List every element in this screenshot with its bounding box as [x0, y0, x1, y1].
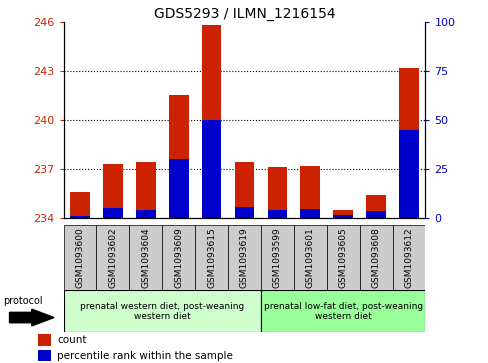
Text: count: count	[58, 335, 87, 345]
Bar	[398, 68, 418, 218]
Bar	[333, 215, 352, 218]
Bar	[234, 162, 254, 218]
Bar	[202, 25, 221, 218]
Bar	[168, 95, 188, 218]
Bar	[366, 195, 385, 218]
Text: GSM1093600: GSM1093600	[75, 227, 84, 288]
Bar	[234, 207, 254, 218]
Bar	[227, 225, 261, 290]
Bar	[202, 120, 221, 218]
Bar	[168, 159, 188, 218]
Bar	[359, 225, 392, 290]
Text: GSM1093615: GSM1093615	[207, 227, 216, 288]
Bar	[326, 225, 359, 290]
Text: GSM1093609: GSM1093609	[174, 227, 183, 288]
Bar	[261, 225, 293, 290]
Bar	[96, 225, 129, 290]
Bar	[398, 130, 418, 218]
FancyArrow shape	[10, 309, 54, 326]
Bar	[136, 162, 155, 218]
Text: GSM1093605: GSM1093605	[338, 227, 347, 288]
Bar	[129, 225, 162, 290]
Bar	[267, 167, 286, 218]
Text: GSM1093608: GSM1093608	[371, 227, 380, 288]
Text: GSM1093601: GSM1093601	[305, 227, 314, 288]
Bar	[103, 164, 122, 218]
Bar	[195, 225, 227, 290]
Bar	[70, 192, 90, 218]
Title: GDS5293 / ILMN_1216154: GDS5293 / ILMN_1216154	[153, 7, 335, 21]
Bar	[333, 210, 352, 218]
Bar	[366, 211, 385, 218]
Text: percentile rank within the sample: percentile rank within the sample	[58, 351, 233, 360]
Bar	[63, 225, 96, 290]
Bar	[38, 350, 51, 362]
Bar	[392, 225, 425, 290]
Bar	[300, 166, 320, 218]
Bar	[300, 209, 320, 218]
Bar	[267, 210, 286, 218]
Text: GSM1093619: GSM1093619	[240, 227, 248, 288]
Bar	[103, 208, 122, 218]
Text: GSM1093599: GSM1093599	[272, 227, 281, 288]
Text: protocol: protocol	[3, 296, 43, 306]
Text: GSM1093602: GSM1093602	[108, 227, 117, 287]
Text: GSM1093612: GSM1093612	[404, 227, 413, 287]
Bar	[162, 225, 195, 290]
Bar	[293, 225, 326, 290]
Text: prenatal western diet, post-weaning
western diet: prenatal western diet, post-weaning west…	[80, 302, 244, 321]
Bar	[63, 290, 261, 332]
Bar	[261, 290, 425, 332]
Bar	[70, 216, 90, 218]
Bar	[38, 334, 51, 346]
Text: GSM1093604: GSM1093604	[141, 227, 150, 287]
Text: prenatal low-fat diet, post-weaning
western diet: prenatal low-fat diet, post-weaning west…	[263, 302, 422, 321]
Bar	[136, 210, 155, 218]
